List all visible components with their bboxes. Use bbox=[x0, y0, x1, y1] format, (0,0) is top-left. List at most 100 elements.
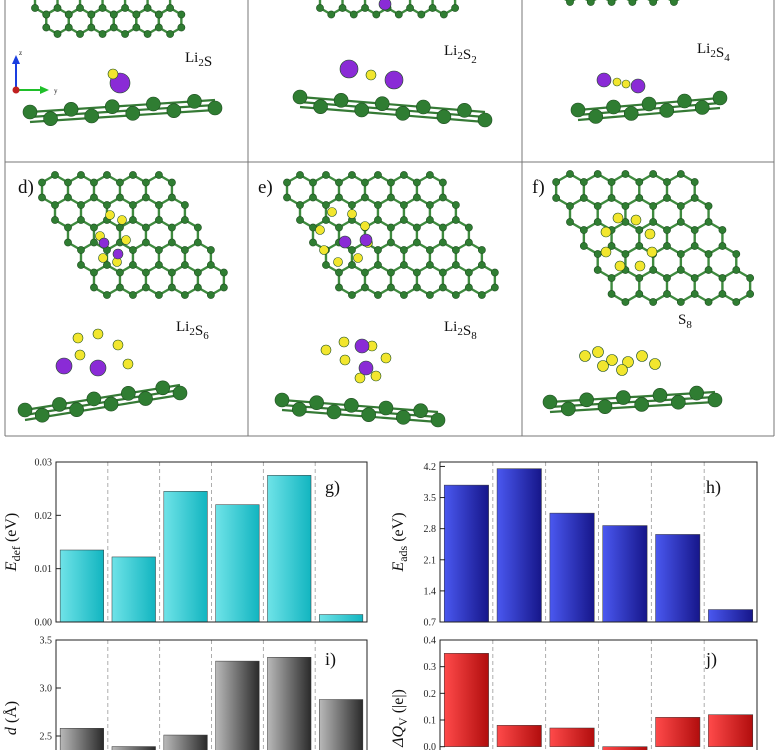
carbon-atom bbox=[129, 261, 137, 269]
carbon-atom bbox=[142, 283, 150, 292]
carbon-atom bbox=[413, 283, 421, 292]
carbon-atom bbox=[309, 395, 324, 410]
formula-li2s2: Li2S2 bbox=[444, 43, 477, 66]
lithium-atom bbox=[378, 0, 392, 11]
carbon-atom bbox=[43, 111, 58, 126]
panel-letter: j) bbox=[705, 649, 717, 670]
carbon-atom bbox=[76, 30, 84, 38]
sulfur-atom bbox=[105, 210, 115, 220]
carbon-atom bbox=[552, 178, 561, 186]
carbon-atom bbox=[561, 401, 576, 417]
carbon-atom bbox=[663, 290, 671, 298]
sulfur-atom bbox=[122, 358, 134, 370]
carbon-atom bbox=[438, 268, 447, 277]
sulfur-atom bbox=[353, 253, 363, 263]
carbon-atom bbox=[477, 246, 486, 254]
carbon-atom bbox=[707, 392, 723, 408]
carbon-atom bbox=[86, 391, 102, 407]
sulfur-atom bbox=[630, 214, 642, 226]
carbon-atom bbox=[579, 226, 588, 234]
carbon-atom bbox=[309, 178, 317, 187]
carbon-atom bbox=[663, 226, 671, 234]
sulfur-atom bbox=[92, 328, 104, 340]
carbon-atom bbox=[181, 216, 189, 224]
carbon-atom bbox=[155, 261, 163, 269]
y-axis-label: ΔQV (|e|) bbox=[390, 689, 410, 748]
lithium-atom bbox=[358, 360, 374, 376]
carbon-atom bbox=[635, 194, 644, 202]
carbon-atom bbox=[87, 10, 96, 19]
carbon-atom bbox=[676, 202, 685, 210]
carbon-atom bbox=[129, 291, 137, 299]
axis-y-label: y bbox=[54, 87, 58, 95]
carbon-atom bbox=[64, 10, 73, 19]
carbon-atom bbox=[155, 171, 163, 179]
sulfur-atom bbox=[365, 69, 377, 81]
carbon-atom bbox=[413, 178, 421, 187]
carbon-atom bbox=[84, 108, 99, 124]
carbon-atom bbox=[477, 291, 486, 299]
carbon-atom bbox=[64, 193, 72, 202]
carbon-atom bbox=[90, 238, 98, 247]
carbon-atom bbox=[649, 218, 658, 226]
sulfur-atom bbox=[600, 226, 612, 238]
y-tick-label: 3.5 bbox=[424, 493, 437, 504]
carbon-atom bbox=[181, 261, 189, 269]
sulfur-atom bbox=[614, 260, 626, 272]
lithium-atom bbox=[89, 359, 107, 377]
carbon-atom bbox=[129, 216, 137, 224]
carbon-atom bbox=[187, 94, 202, 109]
carbon-atom bbox=[166, 103, 182, 118]
carbon-atom bbox=[181, 246, 189, 254]
carbon-atom bbox=[98, 4, 107, 12]
carbon-atom bbox=[283, 178, 291, 187]
carbon-atom bbox=[322, 201, 330, 209]
bar-0-4 bbox=[267, 475, 312, 623]
carbon-atom bbox=[426, 246, 434, 254]
carbon-atom bbox=[313, 99, 328, 114]
bar-0-1 bbox=[111, 556, 156, 623]
carbon-atom bbox=[451, 291, 460, 299]
carbon-atom bbox=[635, 178, 644, 186]
carbon-atom bbox=[335, 283, 343, 292]
carbon-atom bbox=[155, 380, 171, 396]
carbon-atom bbox=[168, 223, 176, 232]
carbon-atom bbox=[676, 266, 685, 274]
carbon-atom bbox=[566, 218, 574, 226]
sulfur-atom bbox=[360, 221, 370, 231]
y-tick-label: 0.0 bbox=[424, 742, 437, 750]
carbon-atom bbox=[690, 226, 699, 234]
carbon-atom bbox=[116, 193, 124, 202]
carbon-atom bbox=[292, 89, 308, 105]
carbon-atom bbox=[593, 250, 602, 258]
sulfur-atom bbox=[319, 245, 329, 255]
bar-3-4 bbox=[655, 717, 701, 747]
carbon-atom bbox=[621, 250, 630, 258]
carbon-atom bbox=[129, 171, 137, 179]
carbon-atom bbox=[142, 193, 150, 202]
bar-1-3 bbox=[602, 525, 648, 623]
chart-h-eads: 0.7 1.4 2.1 2.8 3.5 4.2 h) Eads (eV) bbox=[390, 461, 758, 629]
lithium-atom bbox=[354, 338, 370, 354]
carbon-atom bbox=[168, 193, 176, 202]
carbon-atom bbox=[400, 216, 408, 224]
carbon-atom bbox=[181, 201, 189, 209]
carbon-atom bbox=[90, 268, 98, 277]
carbon-atom bbox=[566, 0, 574, 6]
sulfur-atom bbox=[606, 354, 618, 366]
carbon-atom bbox=[438, 223, 447, 232]
carbon-atom bbox=[116, 178, 124, 187]
carbon-atom bbox=[116, 268, 124, 277]
sulfur-atom bbox=[74, 349, 86, 361]
carbon-atom bbox=[663, 178, 671, 186]
carbon-atom bbox=[348, 261, 356, 269]
carbon-atom bbox=[64, 238, 72, 247]
chart-j-charge: 0.0 0.1 0.2 0.3 0.4 j) ΔQV (|e|) bbox=[390, 636, 758, 750]
carbon-atom bbox=[400, 171, 408, 179]
carbon-atom bbox=[309, 193, 317, 202]
y-axis-label: d (Å) bbox=[2, 701, 20, 735]
carbon-atom bbox=[177, 10, 186, 19]
sulfur-atom bbox=[622, 356, 634, 368]
sulfur-atom bbox=[370, 370, 382, 382]
carbon-atom bbox=[607, 194, 616, 202]
